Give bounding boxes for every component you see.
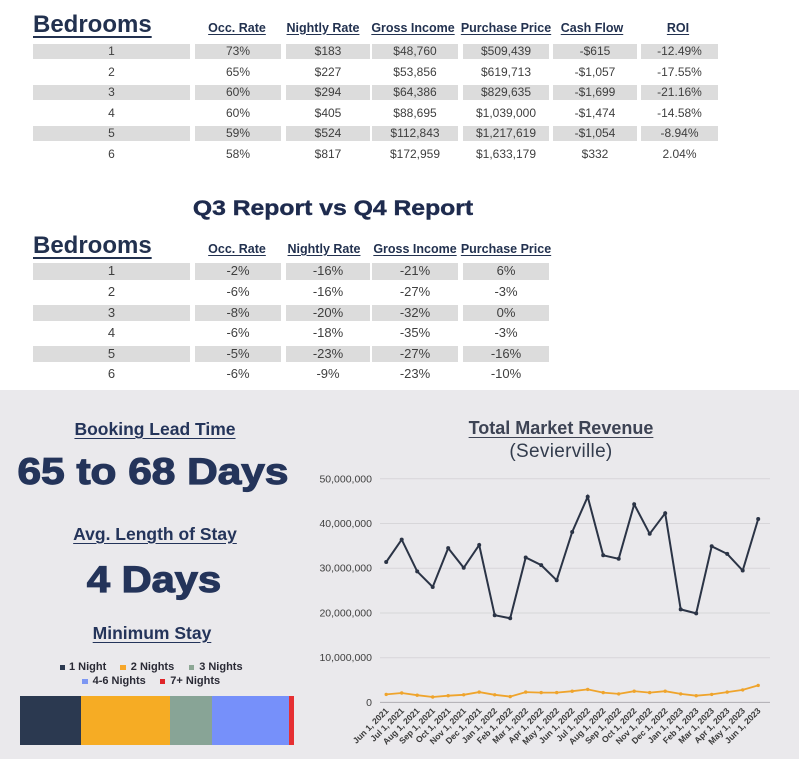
svg-text:0: 0	[366, 697, 372, 709]
svg-text:10,000,000: 10,000,000	[319, 652, 372, 664]
svg-text:20,000,000: 20,000,000	[319, 608, 372, 620]
svg-text:40,000,000: 40,000,000	[319, 518, 372, 530]
svg-text:50,000,000: 50,000,000	[319, 473, 372, 485]
svg-text:30,000,000: 30,000,000	[319, 563, 372, 575]
